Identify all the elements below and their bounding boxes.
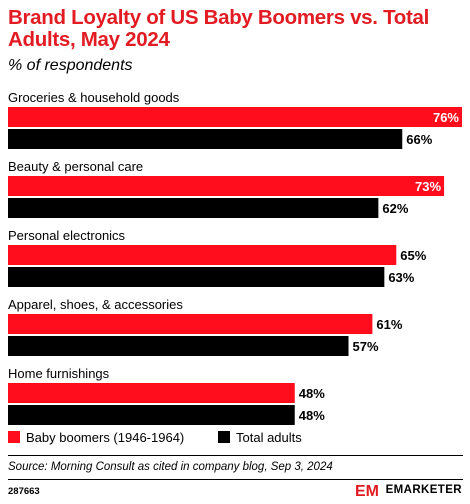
legend-item-baby-boomers: Baby boomers (1946-1964) [8, 430, 184, 445]
divider [8, 455, 463, 456]
divider [8, 479, 463, 480]
logo-mark: EM [355, 483, 379, 498]
data-label: 76% [433, 110, 459, 125]
legend-label: Total adults [236, 430, 302, 445]
brand-name: EMARKETER [385, 484, 462, 496]
legend-swatch-black [218, 431, 230, 443]
data-label: 62% [382, 201, 408, 216]
category-label-beauty-personal-care: Beauty & personal care [8, 159, 143, 174]
category-label-personal-electronics: Personal electronics [8, 228, 126, 243]
chart-title: Brand Loyalty of US Baby Boomers vs. Tot… [8, 6, 430, 51]
bar-chart: Groceries & household goods 76%66% Beauty … [8, 90, 462, 425]
brand-logo: EM EMARKETER [355, 481, 462, 499]
bar-apparel-shoes-accessories-baby-boomers [8, 314, 373, 334]
bar-groceries-household-goods-baby-boomers [8, 107, 462, 127]
bar-apparel-shoes-accessories-total-adults [8, 336, 349, 356]
emarketer-logo-icon: EM [355, 483, 379, 498]
data-label: 65% [400, 248, 426, 263]
data-label: 48% [299, 408, 325, 423]
data-label: 57% [353, 339, 379, 354]
category-label-apparel-shoes-accessories: Apparel, shoes, & accessories [8, 297, 183, 312]
chart-subtitle: % of respondents [8, 57, 133, 74]
legend-label: Baby boomers (1946-1964) [26, 430, 185, 445]
bar-home-furnishings-baby-boomers [8, 383, 295, 403]
data-label: 61% [376, 317, 402, 332]
bar-groceries-household-goods-total-adults [8, 129, 403, 149]
bar-beauty-personal-care-total-adults [8, 198, 379, 218]
category-label-groceries-household-goods: Groceries & household goods [8, 90, 180, 105]
data-label: 66% [406, 132, 432, 147]
legend-item-total-adults: Total adults [218, 430, 302, 445]
source-note: Source: Morning Consult as cited in comp… [8, 461, 333, 473]
data-label: 48% [299, 386, 325, 401]
chart-id: 287663 [8, 486, 40, 497]
data-label: 73% [415, 179, 441, 194]
bar-home-furnishings-total-adults [8, 405, 295, 425]
category-label-home-furnishings: Home furnishings [8, 366, 110, 381]
legend-swatch-red [8, 431, 20, 443]
bar-personal-electronics-total-adults [8, 267, 385, 287]
bar-beauty-personal-care-baby-boomers [8, 176, 445, 196]
data-label: 63% [388, 270, 414, 285]
bar-personal-electronics-baby-boomers [8, 245, 397, 265]
